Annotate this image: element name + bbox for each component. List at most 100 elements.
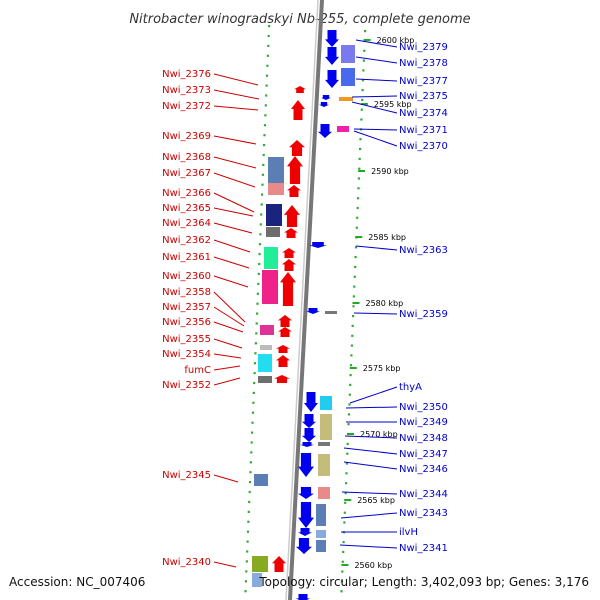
feature-box	[316, 540, 326, 552]
left-gene-label: Nwi_2352	[162, 380, 211, 391]
accession-text: Accession: NC_007406	[9, 575, 145, 589]
feature-box	[318, 454, 330, 476]
forward-gene-arrow	[282, 248, 296, 258]
left-gene-labels: Nwi_2376 Nwi_2373 Nwi_2372 Nwi_2369 Nwi_2368…	[162, 69, 211, 568]
reverse-gene-arrow	[298, 453, 314, 477]
scale-label: 2575 kbp	[363, 364, 401, 373]
reverse-gene-arrow	[298, 487, 314, 499]
map-title: Nitrobacter winogradskyi Nb-255, complet…	[129, 12, 470, 27]
left-gene-label: Nwi_2376	[162, 69, 211, 80]
feature-box	[268, 183, 284, 195]
scale-label: 2600 kbp	[377, 36, 415, 45]
feature-box	[266, 227, 280, 237]
right-gene-label: Nwi_2377	[399, 76, 448, 87]
scale-label: 2570 kbp	[360, 430, 398, 439]
right-gene-label: Nwi_2348	[399, 433, 448, 444]
right-gene-label: Nwi_2378	[399, 58, 448, 69]
left-gene-label: Nwi_2365	[162, 203, 211, 214]
right-gene-label: Nwi_2349	[399, 417, 448, 428]
right-gene-label: Nwi_2374	[399, 108, 448, 119]
scale-label: 2595 kbp	[374, 100, 412, 109]
left-gene-label: Nwi_2373	[162, 85, 211, 96]
left-gene-label: Nwi_2372	[162, 101, 211, 112]
feature-box	[318, 442, 330, 446]
feature-box	[260, 325, 274, 335]
right-gene-label: Nwi_2347	[399, 449, 448, 460]
right-gene-label: ilvH	[399, 527, 418, 538]
scale-label: 2560 kbp	[354, 561, 392, 570]
left-gene-label: Nwi_2369	[162, 131, 211, 142]
feature-boxes	[252, 45, 355, 587]
forward-gene-arrow	[282, 259, 296, 271]
feature-box	[254, 474, 268, 486]
right-gene-label: Nwi_2375	[399, 91, 448, 102]
reverse-gene-arrow	[296, 594, 310, 600]
forward-gene-arrow	[289, 140, 305, 156]
scale-ticks: 2600 kbp 2595 kbp 2590 kbp 2585 kbp 2580 kbp…	[341, 36, 414, 570]
left-gene-label: fumC	[184, 365, 211, 376]
forward-gene-arrow	[294, 86, 306, 93]
feature-box	[258, 354, 272, 372]
left-gene-label: Nwi_2357	[162, 302, 211, 313]
left-gene-label: Nwi_2358	[162, 287, 211, 298]
left-gene-label: Nwi_2356	[162, 317, 211, 328]
scale-label: 2590 kbp	[371, 167, 409, 176]
feature-box	[262, 270, 278, 304]
right-gene-label: Nwi_2343	[399, 508, 448, 519]
feature-box	[316, 504, 326, 526]
scale-label: 2565 kbp	[357, 496, 395, 505]
feature-box	[339, 97, 353, 101]
left-gene-label: Nwi_2362	[162, 235, 211, 246]
reverse-gene-arrow	[302, 414, 316, 428]
right-gene-label: Nwi_2344	[399, 489, 448, 500]
feature-box	[316, 530, 326, 538]
label-leader-lines	[213, 39, 398, 568]
topology-text: Topology: circular; Length: 3,402,093 bp…	[258, 575, 589, 589]
left-gene-label: Nwi_2345	[162, 470, 211, 481]
right-gene-label: Nwi_2341	[399, 543, 448, 554]
left-gene-label: Nwi_2367	[162, 168, 211, 179]
left-gene-label: Nwi_2354	[162, 349, 211, 360]
right-gene-labels: Nwi_2379 Nwi_2378 Nwi_2377 Nwi_2375 Nwi_2374…	[399, 42, 448, 554]
left-gene-label: Nwi_2364	[162, 218, 211, 229]
left-gene-label: Nwi_2368	[162, 152, 211, 163]
forward-gene-arrow	[276, 355, 290, 367]
reverse-gene-arrow	[300, 442, 314, 447]
forward-gene-arrow	[284, 205, 300, 227]
forward-gene-arrow	[287, 156, 303, 184]
right-gene-label: Nwi_2363	[399, 245, 448, 256]
right-gene-label: Nwi_2379	[399, 42, 448, 53]
forward-gene-arrow	[272, 556, 286, 572]
feature-box	[320, 396, 332, 410]
gene-arrows	[272, 30, 339, 600]
right-gene-label: Nwi_2350	[399, 402, 448, 413]
feature-box	[320, 414, 332, 440]
feature-box	[252, 573, 262, 587]
right-gene-label: Nwi_2371	[399, 125, 448, 136]
right-gene-label: Nwi_2359	[399, 309, 448, 320]
forward-gene-arrow	[291, 100, 305, 120]
reverse-gene-arrow	[304, 392, 318, 412]
left-gene-label: Nwi_2366	[162, 188, 211, 199]
right-gene-label: thyA	[399, 382, 422, 393]
forward-gene-arrow	[274, 375, 290, 383]
scale-label: 2580 kbp	[366, 299, 404, 308]
reverse-gene-arrow	[309, 242, 327, 248]
right-gene-label: Nwi_2346	[399, 464, 448, 475]
feature-box	[258, 376, 272, 383]
dotted-tracks	[244, 25, 367, 593]
forward-gene-arrow	[280, 272, 296, 306]
right-gene-label: Nwi_2370	[399, 141, 448, 152]
forward-gene-arrow	[276, 345, 290, 353]
reverse-gene-arrow	[318, 124, 332, 138]
feature-box	[318, 487, 330, 499]
reverse-gene-arrow	[306, 308, 320, 314]
feature-box	[341, 68, 355, 86]
left-gene-label: Nwi_2355	[162, 334, 211, 345]
reverse-gene-arrow	[302, 428, 316, 442]
left-gene-label: Nwi_2340	[162, 557, 211, 568]
forward-gene-arrow	[287, 185, 301, 197]
left-gene-label: Nwi_2360	[162, 271, 211, 282]
reverse-gene-arrow	[296, 538, 312, 554]
